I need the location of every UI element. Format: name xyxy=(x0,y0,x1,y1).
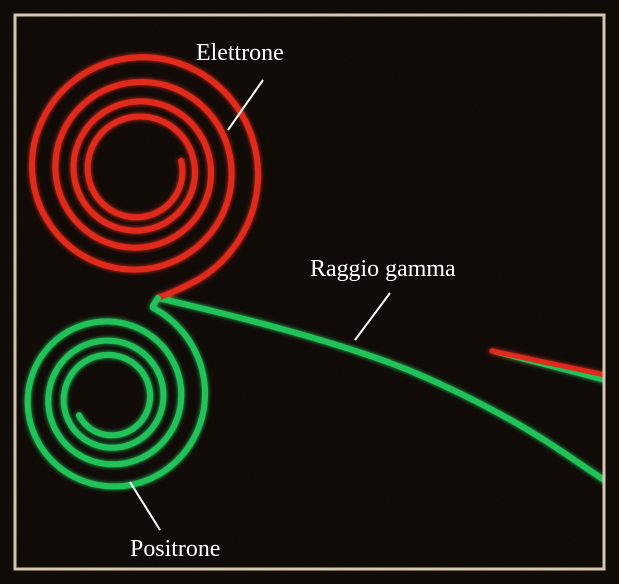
tracks-svg xyxy=(0,0,619,584)
particle-track-figure: Elettrone Raggio gamma Positrone xyxy=(0,0,619,584)
